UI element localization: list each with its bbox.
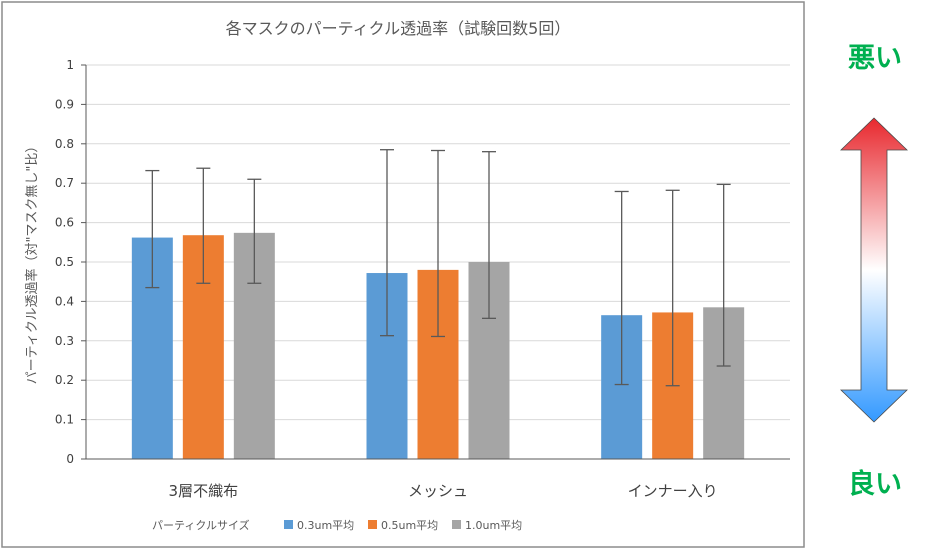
legend-title: パーティクルサイズ: [152, 518, 250, 532]
legend-swatch: [368, 520, 377, 529]
y-tick-label: 0.9: [55, 97, 74, 111]
y-tick-labels: 0 0.1 0.2 0.3 0.4 0.5 0.6 0.7 0.8 0.9 1: [55, 58, 74, 466]
y-tick-label: 0.4: [55, 294, 74, 308]
chart-title: 各マスクのパーティクル透過率（試験回数5回）: [226, 19, 571, 38]
y-tick-label: 1: [66, 58, 74, 72]
legend-entry: 0.5um平均: [381, 519, 438, 532]
y-tick-label: 0.8: [55, 137, 74, 151]
legend: パーティクルサイズ 0.3um平均 0.5um平均 1.0um平均: [152, 518, 522, 532]
y-axis-label: パーティクル透過率（対"マスク無し"比）: [24, 140, 40, 385]
error-bars: [145, 149, 731, 387]
y-tick-label: 0.5: [55, 255, 74, 269]
double-arrow-icon: [840, 117, 908, 423]
category-label: 3層不織布: [169, 482, 239, 500]
y-tick-label: 0: [66, 452, 74, 466]
good-label: 良い: [848, 468, 902, 500]
y-tick-label: 0.2: [55, 373, 74, 387]
legend-swatch: [284, 520, 293, 529]
y-tick-label: 0.6: [55, 216, 74, 230]
y-tick-label: 0.7: [55, 176, 74, 190]
legend-entry: 1.0um平均: [465, 519, 522, 532]
y-tick-label: 0.3: [55, 334, 74, 348]
legend-entry: 0.3um平均: [297, 519, 354, 532]
category-labels: 3層不織布 メッシュ インナー入り: [169, 482, 718, 500]
legend-swatch: [452, 520, 461, 529]
category-label: インナー入り: [628, 482, 718, 500]
bad-label: 悪い: [848, 43, 902, 74]
category-label: メッシュ: [408, 482, 468, 500]
y-tick-label: 0.1: [55, 413, 74, 427]
